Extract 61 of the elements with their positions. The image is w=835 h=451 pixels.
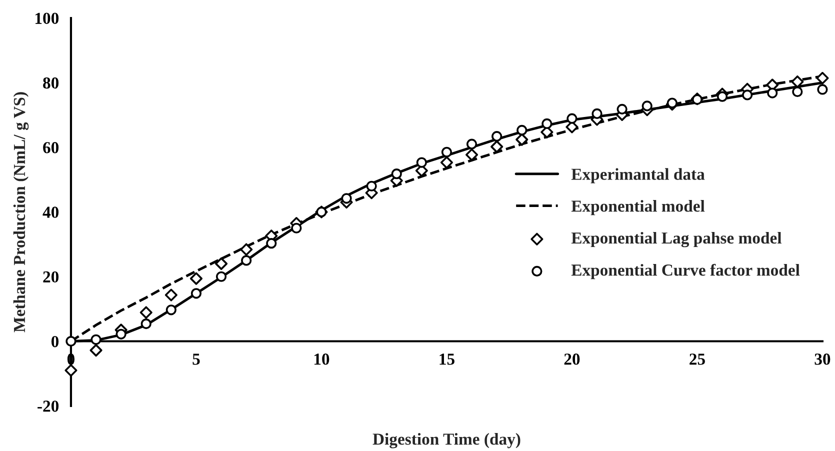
point [465, 148, 478, 162]
y-tick-label: 0 [51, 336, 59, 348]
point [291, 222, 302, 234]
y-tick-label: 40 [42, 206, 59, 218]
point [341, 193, 352, 204]
point [440, 156, 454, 169]
point [767, 88, 778, 98]
y-tick-label: 80 [43, 77, 59, 89]
point [164, 288, 178, 302]
x-tick-label: 20 [564, 354, 580, 365]
point [64, 364, 78, 377]
point [816, 72, 829, 84]
point [416, 157, 427, 168]
point [240, 243, 253, 256]
legend-label: Exponential model [571, 200, 705, 216]
point [241, 255, 252, 266]
point [692, 94, 703, 105]
point [492, 131, 502, 142]
point [490, 140, 504, 153]
point [366, 180, 377, 192]
point [516, 124, 528, 136]
point [66, 336, 76, 347]
point [391, 168, 402, 180]
point [116, 328, 126, 340]
legend-label: Exponential Curve factor model [571, 264, 800, 280]
point [140, 306, 152, 319]
point [742, 90, 753, 100]
point [140, 318, 152, 330]
y-axis-title: Methane Production (NmL/ g VS) [13, 92, 29, 332]
point [817, 84, 828, 95]
x-tick-label: 10 [314, 354, 330, 365]
x-axis-title: Digestion Time (day) [372, 433, 520, 448]
y-tick-label: 100 [36, 12, 59, 24]
y-tick-label: -20 [38, 400, 59, 412]
point [616, 104, 628, 114]
point [90, 334, 102, 345]
x-tick-label: 25 [690, 354, 705, 365]
legend-label: Experimantal data [571, 168, 705, 184]
x-tick-label: 15 [440, 354, 454, 365]
legend-label: Exponential Lag pahse model [571, 232, 782, 248]
point [216, 271, 227, 282]
point [666, 98, 678, 108]
point [466, 138, 478, 150]
x-tick-label: 5 [192, 354, 200, 365]
point [190, 288, 202, 299]
point [542, 118, 552, 130]
point [316, 206, 327, 218]
point [441, 146, 452, 158]
x-tick-label: 30 [814, 354, 830, 365]
point [592, 108, 602, 120]
point [166, 304, 176, 316]
point [642, 100, 652, 112]
point [214, 257, 228, 270]
point [190, 272, 203, 285]
point [90, 344, 102, 357]
point [266, 238, 277, 249]
point [792, 86, 803, 98]
point [716, 91, 728, 102]
y-tick-label: 20 [43, 271, 59, 283]
y-tick-label: 60 [43, 142, 59, 154]
point [566, 113, 578, 124]
